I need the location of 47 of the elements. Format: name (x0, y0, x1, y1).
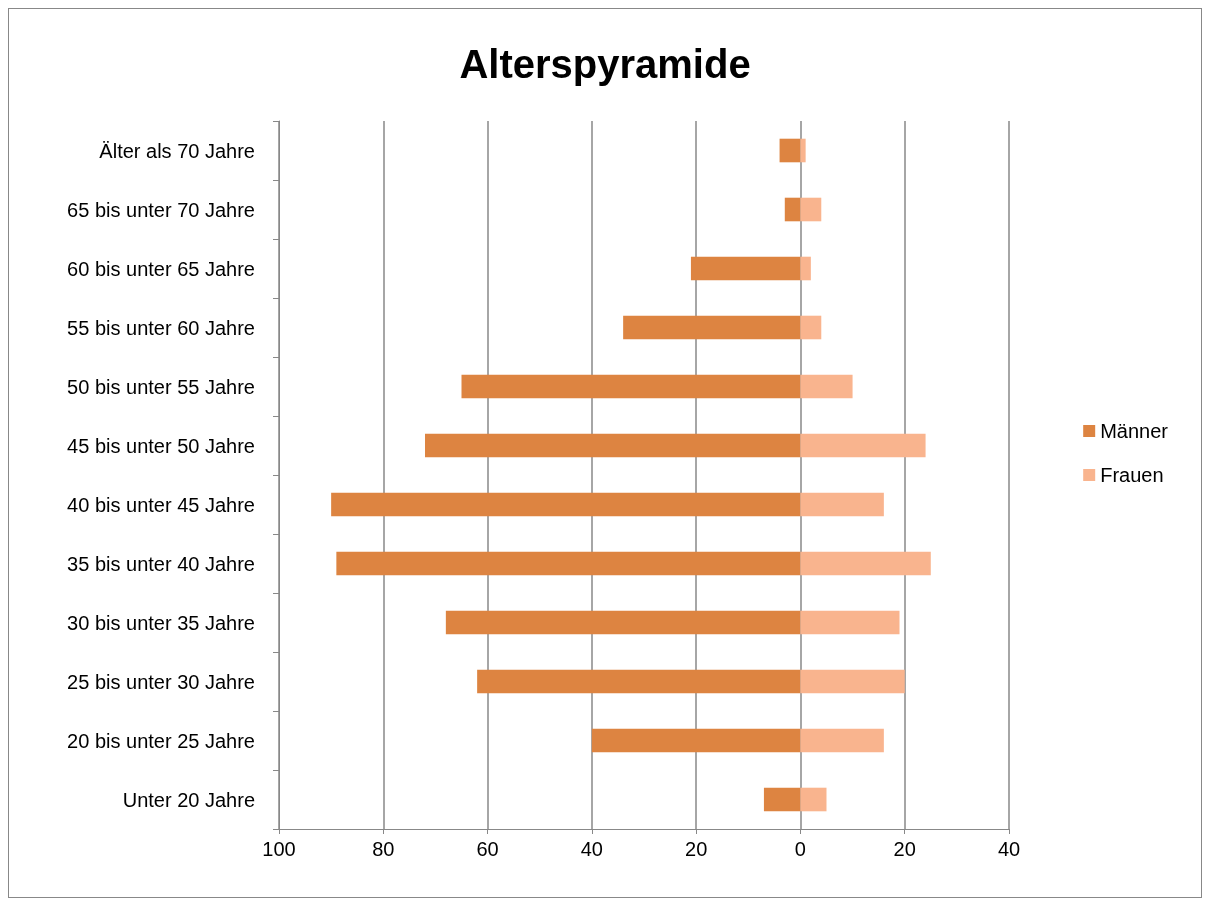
bar (800, 433, 926, 458)
y-tick-label: 60 bis unter 65 Jahre (67, 257, 255, 280)
y-tick-label: 65 bis unter 70 Jahre (67, 198, 255, 221)
y-tick-label: Unter 20 Jahre (122, 788, 255, 811)
bar (623, 315, 801, 340)
legend-label: Männer (1100, 420, 1169, 442)
legend-label: Frauen (1100, 464, 1164, 486)
y-tick-label: 50 bis unter 55 Jahre (67, 375, 255, 398)
bar (331, 492, 801, 517)
y-tick-label: 30 bis unter 35 Jahre (67, 611, 255, 634)
bar (763, 787, 801, 812)
y-tick-label: 20 bis unter 25 Jahre (67, 729, 255, 752)
bar (336, 551, 801, 576)
x-tick-label: 80 (372, 838, 395, 860)
bar (461, 374, 801, 399)
bar (800, 197, 822, 222)
x-tick-label: 0 (794, 838, 806, 860)
bar (477, 669, 801, 694)
x-tick-label: 40 (997, 838, 1021, 860)
x-tick-label: 40 (580, 838, 603, 860)
bar (800, 256, 811, 281)
bar (800, 315, 822, 340)
bar (800, 669, 905, 694)
bar (800, 610, 900, 635)
bar (445, 610, 801, 635)
y-tick-label: Älter als 70 Jahre (99, 139, 255, 162)
bar (800, 492, 884, 517)
bar (784, 197, 801, 222)
y-tick-label: 55 bis unter 60 Jahre (67, 316, 255, 339)
y-tick-label: 45 bis unter 50 Jahre (67, 434, 255, 457)
x-tick-label: 20 (893, 838, 916, 860)
x-tick-label: 60 (476, 838, 499, 860)
bar (800, 728, 884, 753)
bar (690, 256, 801, 281)
x-tick-label: 20 (685, 838, 708, 860)
y-tick-label: 35 bis unter 40 Jahre (67, 552, 255, 575)
y-tick-label: 25 bis unter 30 Jahre (67, 670, 255, 693)
bar (800, 374, 853, 399)
chart-title: Alterspyramide (459, 42, 751, 86)
bar (800, 787, 827, 812)
x-tick-label: 100 (262, 838, 296, 860)
y-tick-label: 40 bis unter 45 Jahre (67, 493, 255, 516)
bar (800, 138, 806, 163)
bar (591, 728, 801, 753)
bar (779, 138, 801, 163)
bar (425, 433, 801, 458)
bar (800, 551, 931, 576)
